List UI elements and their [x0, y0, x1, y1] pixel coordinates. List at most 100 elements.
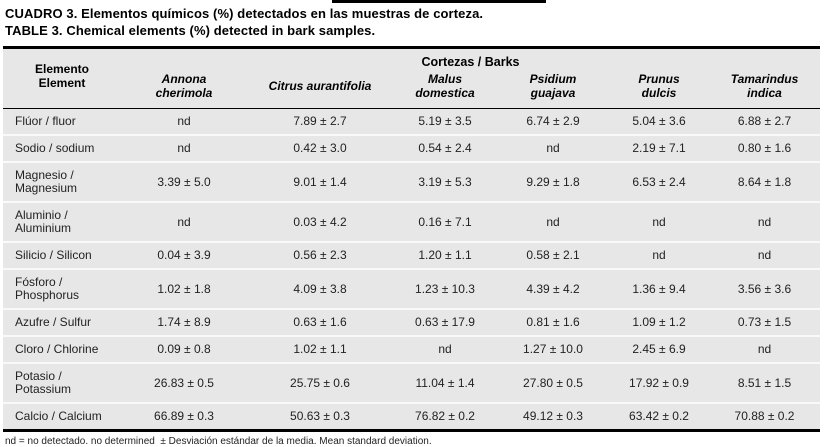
value-cell: 27.80 ± 0.5: [497, 363, 609, 404]
caption-spanish: CUADRO 3. Elementos químicos (%) detecta…: [5, 6, 484, 21]
species-column-header: Citrus aurantifolia: [247, 70, 393, 109]
table-body: Flúor / fluor nd 7.89 ± 2.7 5.19 ± 3.5 6.74 …: [3, 108, 820, 431]
table-row: Fósforo / Phosphorus 1.02 ± 1.8 4.09 ± 3.8…: [3, 269, 820, 310]
table-row: Silicio / Silicon 0.04 ± 3.9 0.56 ± 2.3 1.2…: [3, 242, 820, 270]
value-cell: 17.92 ± 0.9: [609, 363, 709, 404]
value-cell: 8.64 ± 1.8: [709, 162, 820, 203]
value-cell: 7.89 ± 2.7: [247, 108, 393, 136]
value-cell: 0.04 ± 3.9: [121, 242, 247, 270]
element-name-cell: Silicio / Silicon: [3, 242, 121, 270]
species-column-header: Psidium guajava: [497, 70, 609, 109]
value-cell: 1.02 ± 1.1: [247, 336, 393, 364]
table-row: Potasio / Potassium 26.83 ± 0.5 25.75 ± 0.…: [3, 363, 820, 404]
value-cell: nd: [609, 202, 709, 243]
group-header-barks: Cortezas / Barks: [421, 55, 520, 69]
table-row: Flúor / fluor nd 7.89 ± 2.7 5.19 ± 3.5 6.74 …: [3, 108, 820, 136]
element-name-cell: Potasio / Potassium: [3, 363, 121, 404]
value-cell: 6.74 ± 2.9: [497, 108, 609, 136]
value-cell: nd: [121, 202, 247, 243]
value-cell: 0.81 ± 1.6: [497, 309, 609, 337]
value-cell: 0.63 ± 1.6: [247, 309, 393, 337]
footnote: nd = no detectado. no determined ± Desvi…: [5, 436, 432, 447]
value-cell: nd: [393, 336, 497, 364]
chemical-elements-table: Elemento Element Cortezas / Barks Annona…: [3, 46, 820, 432]
species-column-header: Malus domestica: [393, 70, 497, 109]
value-cell: 26.83 ± 0.5: [121, 363, 247, 404]
value-cell: 1.09 ± 1.2: [609, 309, 709, 337]
element-name-cell: Fósforo / Phosphorus: [3, 269, 121, 310]
species-column-header: Annona cherimola: [121, 70, 247, 109]
table-row: Calcio / Calcium 66.89 ± 0.3 50.63 ± 0.3 76…: [3, 403, 820, 431]
value-cell: 70.88 ± 0.2: [734, 409, 795, 423]
value-cell: 0.73 ± 1.5: [709, 309, 820, 337]
value-cell: 1.20 ± 1.1: [393, 242, 497, 270]
table-row: Aluminio / Aluminium nd 0.03 ± 4.2 0.16 ± 7…: [3, 202, 820, 243]
value-cell: 5.04 ± 3.6: [609, 108, 709, 136]
value-cell: 0.54 ± 2.4: [393, 135, 497, 163]
scan-artifact-bar: [332, 0, 546, 3]
table-header: Elemento Element Cortezas / Barks Annona…: [3, 47, 820, 109]
value-cell: 6.53 ± 2.4: [609, 162, 709, 203]
value-cell: nd: [497, 202, 609, 243]
value-cell: 1.23 ± 10.3: [393, 269, 497, 310]
value-cell: nd: [497, 135, 609, 163]
element-name-cell: Sodio / sodium: [3, 135, 121, 163]
table-row: Sodio / sodium nd 0.42 ± 3.0 0.54 ± 2.4 nd 2.…: [3, 135, 820, 163]
element-column-header: Elemento Element: [3, 47, 121, 109]
element-name-cell: Flúor / fluor: [3, 108, 121, 136]
element-name-cell: Calcio / Calcium: [15, 409, 102, 423]
value-cell: 4.39 ± 4.2: [497, 269, 609, 310]
value-cell: 0.56 ± 2.3: [247, 242, 393, 270]
value-cell: 50.63 ± 0.3: [290, 409, 350, 423]
value-cell: nd: [121, 108, 247, 136]
table-row: Magnesio / Magnesium 3.39 ± 5.0 9.01 ± 1.4…: [3, 162, 820, 203]
value-cell: 2.19 ± 7.1: [609, 135, 709, 163]
value-cell: 25.75 ± 0.6: [247, 363, 393, 404]
value-cell: 11.04 ± 1.4: [393, 363, 497, 404]
value-cell: nd: [609, 242, 709, 270]
value-cell: 1.27 ± 10.0: [497, 336, 609, 364]
species-column-header: Tamarindus indica: [709, 70, 820, 109]
element-name-cell: Magnesio / Magnesium: [3, 162, 121, 203]
value-cell: 3.39 ± 5.0: [121, 162, 247, 203]
value-cell: 1.02 ± 1.8: [121, 269, 247, 310]
value-cell: 3.56 ± 3.6: [709, 269, 820, 310]
value-cell: 0.42 ± 3.0: [247, 135, 393, 163]
value-cell: 9.29 ± 1.8: [497, 162, 609, 203]
value-cell: 63.42 ± 0.2: [629, 409, 689, 423]
value-cell: 4.09 ± 3.8: [247, 269, 393, 310]
value-cell: 3.19 ± 5.3: [393, 162, 497, 203]
value-cell: 0.58 ± 2.1: [497, 242, 609, 270]
value-cell: 0.80 ± 1.6: [709, 135, 820, 163]
value-cell: 2.45 ± 6.9: [609, 336, 709, 364]
element-header-line2: Element: [38, 76, 86, 90]
element-name-cell: Azufre / Sulfur: [3, 309, 121, 337]
species-column-header: Prunus dulcis: [609, 70, 709, 109]
value-cell: nd: [121, 135, 247, 163]
value-cell: 0.03 ± 4.2: [247, 202, 393, 243]
value-cell: nd: [709, 242, 820, 270]
caption-english: TABLE 3. Chemical elements (%) detected …: [5, 23, 376, 38]
value-cell: 1.36 ± 9.4: [609, 269, 709, 310]
value-cell: 1.74 ± 8.9: [121, 309, 247, 337]
table-row: Cloro / Chlorine 0.09 ± 0.8 1.02 ± 1.1 nd 1.…: [3, 336, 820, 364]
value-cell: 76.82 ± 0.2: [415, 409, 475, 423]
table-row: Azufre / Sulfur 1.74 ± 8.9 0.63 ± 1.6 0.63 …: [3, 309, 820, 337]
element-name-cell: Cloro / Chlorine: [3, 336, 121, 364]
value-cell: 49.12 ± 0.3: [523, 409, 583, 423]
value-cell: 8.51 ± 1.5: [709, 363, 820, 404]
value-cell: 0.16 ± 7.1: [393, 202, 497, 243]
species-header-row: Annona cherimola Citrus aurantifolia Malus d…: [3, 70, 820, 109]
value-cell: nd: [709, 336, 820, 364]
value-cell: 0.09 ± 0.8: [121, 336, 247, 364]
value-cell: 66.89 ± 0.3: [154, 409, 214, 423]
element-name-cell: Aluminio / Aluminium: [3, 202, 121, 243]
value-cell: 0.63 ± 17.9: [393, 309, 497, 337]
value-cell: 5.19 ± 3.5: [393, 108, 497, 136]
table-caption: CUADRO 3. Elementos químicos (%) detecta…: [0, 0, 824, 39]
element-header-line1: Elemento: [34, 62, 89, 76]
value-cell: 9.01 ± 1.4: [247, 162, 393, 203]
value-cell: nd: [709, 202, 820, 243]
value-cell: 6.88 ± 2.7: [709, 108, 820, 136]
